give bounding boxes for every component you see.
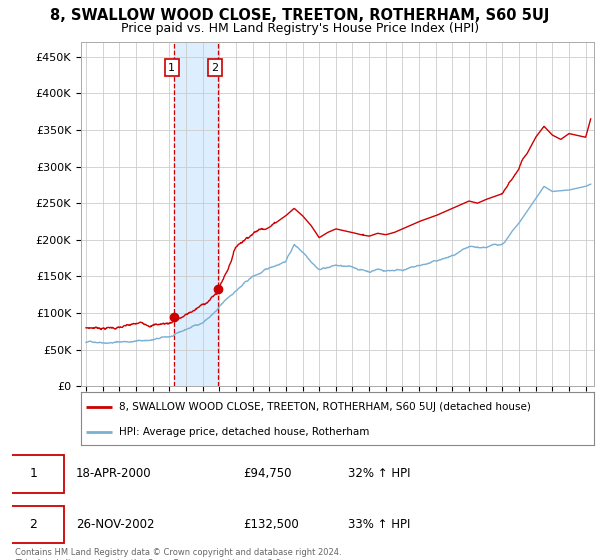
Text: 2: 2 bbox=[212, 63, 218, 73]
Text: Price paid vs. HM Land Registry's House Price Index (HPI): Price paid vs. HM Land Registry's House … bbox=[121, 22, 479, 35]
Text: 26-NOV-2002: 26-NOV-2002 bbox=[76, 517, 154, 531]
Text: HPI: Average price, detached house, Rotherham: HPI: Average price, detached house, Roth… bbox=[119, 427, 370, 437]
FancyBboxPatch shape bbox=[4, 506, 64, 543]
Text: 8, SWALLOW WOOD CLOSE, TREETON, ROTHERHAM, S60 5UJ: 8, SWALLOW WOOD CLOSE, TREETON, ROTHERHA… bbox=[50, 8, 550, 24]
Text: 32% ↑ HPI: 32% ↑ HPI bbox=[348, 467, 410, 480]
Text: £132,500: £132,500 bbox=[244, 517, 299, 531]
Text: 33% ↑ HPI: 33% ↑ HPI bbox=[348, 517, 410, 531]
Text: 8, SWALLOW WOOD CLOSE, TREETON, ROTHERHAM, S60 5UJ (detached house): 8, SWALLOW WOOD CLOSE, TREETON, ROTHERHA… bbox=[119, 402, 532, 412]
Text: 1: 1 bbox=[168, 63, 175, 73]
Bar bbox=[174, 42, 218, 386]
Text: 1: 1 bbox=[29, 467, 37, 480]
FancyBboxPatch shape bbox=[4, 455, 64, 493]
Text: 18-APR-2000: 18-APR-2000 bbox=[76, 467, 151, 480]
Text: Contains HM Land Registry data © Crown copyright and database right 2024.
This d: Contains HM Land Registry data © Crown c… bbox=[15, 548, 341, 560]
Text: 2: 2 bbox=[29, 517, 37, 531]
Text: £94,750: £94,750 bbox=[244, 467, 292, 480]
